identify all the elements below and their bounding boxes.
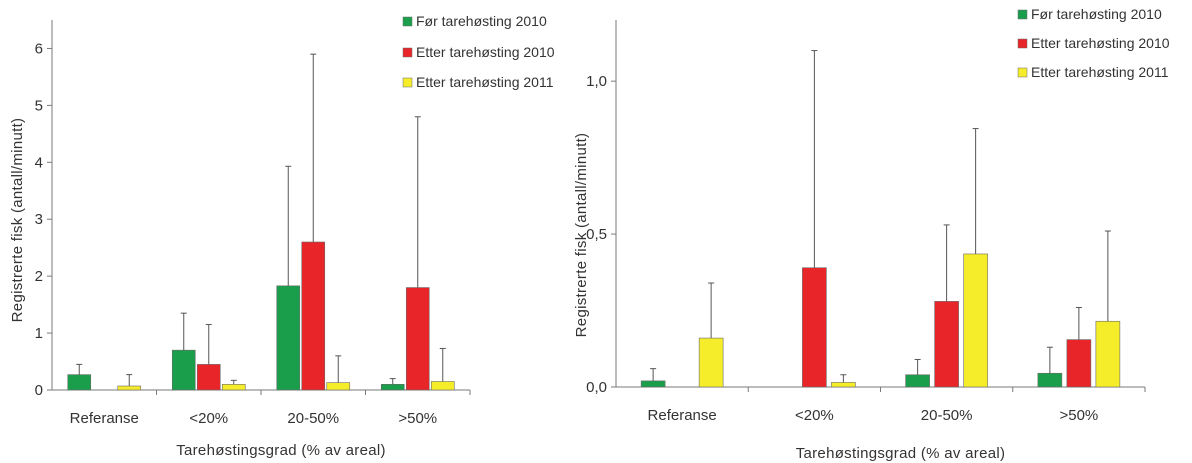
legend-label: Etter tarehøsting 2010 xyxy=(416,44,555,60)
x-tick-label: 20-50% xyxy=(287,410,339,427)
bar xyxy=(831,382,856,388)
y-axis-label: Registrerte fisk (antall/minutt) xyxy=(573,133,590,338)
bar xyxy=(1037,372,1063,388)
y-tick-label: 3 xyxy=(35,211,43,228)
bar xyxy=(196,364,221,391)
bar xyxy=(301,241,326,391)
y-tick-label: 2 xyxy=(35,268,43,285)
legend-label: Før tarehøsting 2010 xyxy=(1031,6,1162,22)
x-tick-label: 20-50% xyxy=(921,407,973,424)
legend-swatch xyxy=(1017,67,1028,78)
legend-swatch xyxy=(1017,38,1028,49)
bar xyxy=(405,287,430,391)
legend-swatch xyxy=(402,16,413,27)
bar xyxy=(221,384,246,391)
y-tick-label: 6 xyxy=(35,40,43,57)
x-tick-label: <20% xyxy=(189,410,228,427)
chart-right: 0,0 0,5 1,0 Referanse <20% 20-50% >50% Tarehøst… xyxy=(573,6,1170,462)
x-axis-label: Tarehøstingsgrad (% av areal) xyxy=(176,442,386,459)
bar xyxy=(117,385,142,391)
legend-swatch xyxy=(402,47,413,58)
x-tick-label: Referanse xyxy=(648,407,717,424)
bar xyxy=(905,374,930,388)
legend-label: Etter tarehøsting 2011 xyxy=(416,74,554,90)
bar xyxy=(276,285,301,391)
bar xyxy=(380,384,405,391)
y-tick-label: 0,5 xyxy=(586,226,607,243)
legend-label: Etter tarehøsting 2011 xyxy=(1031,64,1169,80)
bar xyxy=(934,301,959,388)
bar xyxy=(698,337,724,388)
bar xyxy=(802,267,827,388)
x-axis-label: Tarehøstingsgrad (% av areal) xyxy=(796,445,1006,462)
bar xyxy=(326,382,351,391)
x-tick-label: >50% xyxy=(398,410,437,427)
bar xyxy=(640,380,666,388)
x-tick-label: >50% xyxy=(1059,407,1098,424)
x-tick-label: <20% xyxy=(795,407,834,424)
bar xyxy=(171,349,196,391)
legend-label: Etter tarehøsting 2010 xyxy=(1031,35,1170,51)
y-axis-label: Registrerte fisk (antall/minutt) xyxy=(9,118,26,323)
x-tick-label: Referanse xyxy=(70,410,139,427)
bar xyxy=(67,374,92,391)
y-tick-label: 1 xyxy=(35,325,43,342)
chart-left: 0 1 2 3 4 5 6 Referanse <20% 20-50% >50% Tarehøstin… xyxy=(9,13,555,459)
y-tick-label: 5 xyxy=(35,97,43,114)
bar xyxy=(1095,320,1121,388)
legend-swatch xyxy=(1017,9,1028,20)
y-tick-label: 0 xyxy=(35,382,43,399)
y-tick-label: 1,0 xyxy=(586,73,607,90)
bar xyxy=(963,253,988,388)
y-tick-label: 4 xyxy=(35,154,43,171)
legend-swatch xyxy=(402,77,413,88)
legend-label: Før tarehøsting 2010 xyxy=(416,13,547,29)
y-tick-label: 0,0 xyxy=(586,379,607,396)
bar xyxy=(1066,339,1092,388)
bar xyxy=(430,381,455,391)
